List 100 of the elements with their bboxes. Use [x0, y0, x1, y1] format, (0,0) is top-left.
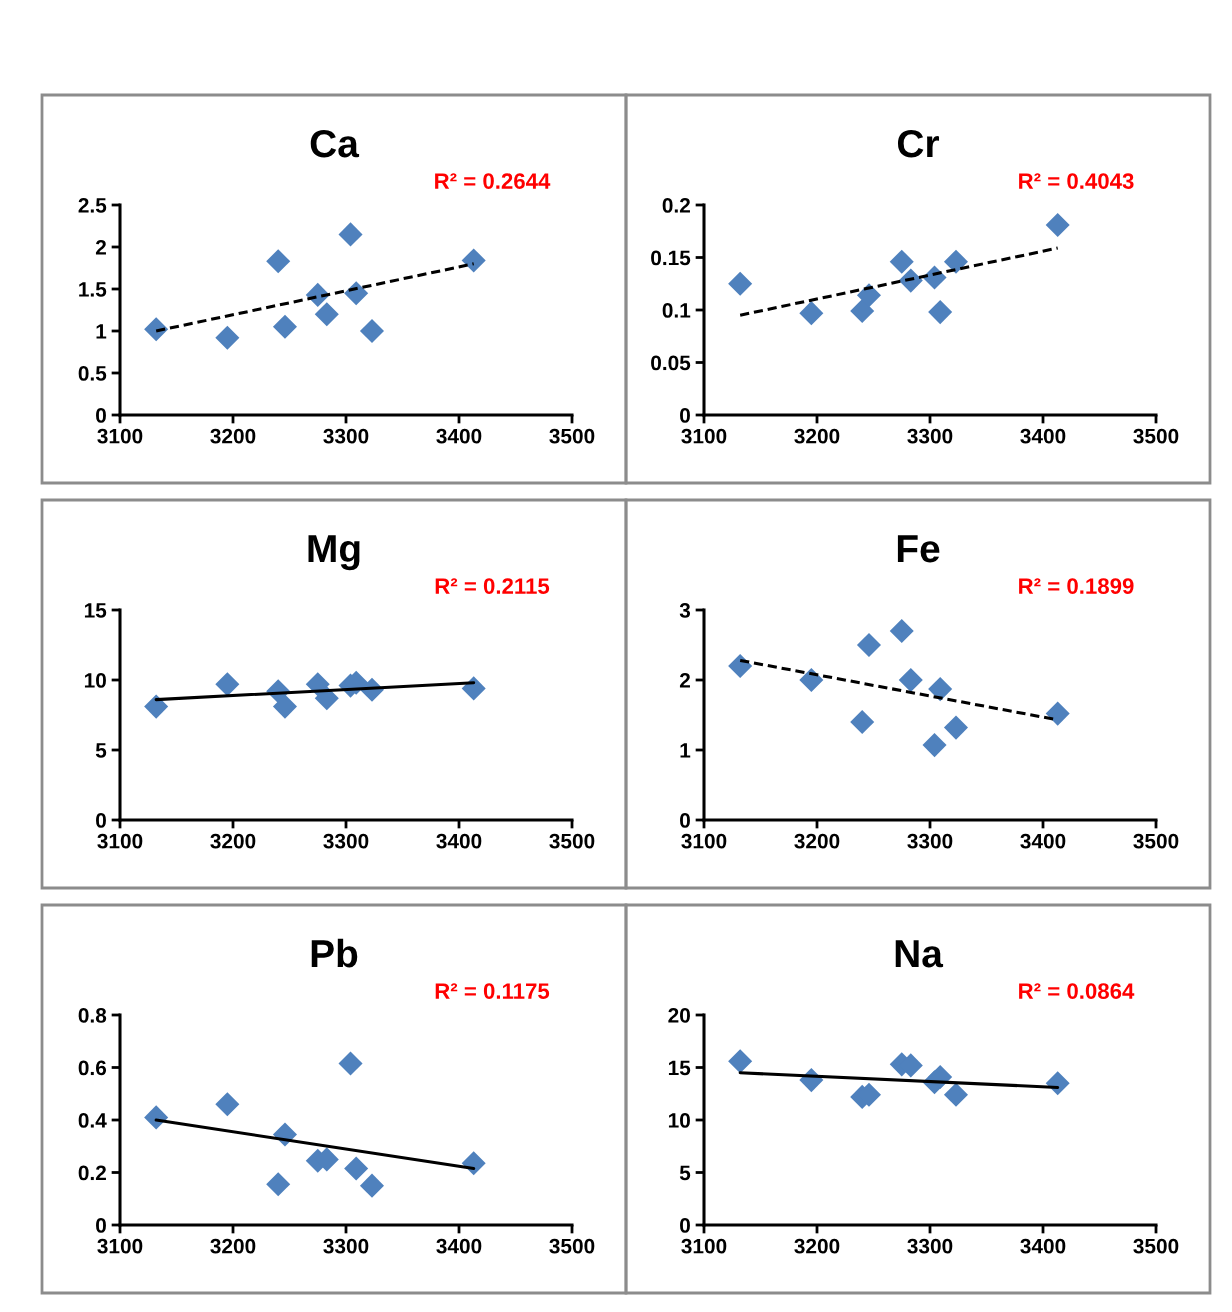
x-tick-label: 3100 — [97, 428, 143, 444]
y-tick-label: 0.5 — [78, 366, 107, 381]
y-tick-label: 0 — [680, 813, 690, 828]
point — [922, 733, 947, 758]
point — [928, 300, 953, 325]
chart-title: Mg — [308, 535, 360, 571]
x-tick-label: 3500 — [1133, 428, 1179, 444]
point — [898, 667, 923, 693]
point — [928, 677, 953, 702]
x-tick-label: 3400 — [1020, 833, 1066, 849]
point — [799, 301, 824, 326]
point — [359, 1173, 385, 1198]
x-tick-label: 3400 — [436, 833, 482, 849]
point — [266, 249, 291, 274]
x-tick-label: 3500 — [549, 833, 595, 849]
point — [215, 1092, 240, 1117]
point — [728, 653, 753, 679]
point — [338, 1051, 363, 1076]
y-tick-label: 15 — [668, 1060, 691, 1076]
point — [889, 618, 914, 644]
point — [856, 283, 882, 308]
point — [314, 686, 339, 711]
x-tick-label: 3200 — [794, 833, 840, 849]
y-tick-label: 10 — [84, 673, 106, 688]
point — [461, 1151, 486, 1176]
x-tick-label: 3400 — [436, 1238, 482, 1254]
y-tick-label: 3 — [679, 603, 691, 618]
x-tick-label: 3200 — [794, 428, 840, 444]
text: R² = 0.0864 — [1019, 983, 1135, 999]
x-tick-label: 3100 — [97, 833, 143, 849]
x-tick-label: 3500 — [1133, 833, 1179, 849]
point — [344, 1156, 369, 1181]
y-tick-label: 0 — [96, 1218, 106, 1233]
x-tick-label: 3300 — [323, 428, 369, 444]
y-tick-label: 2 — [95, 240, 106, 255]
point — [728, 271, 753, 296]
y-tick-label: 15 — [84, 603, 107, 618]
x-tick-label: 3400 — [436, 428, 482, 444]
x-tick-label: 3100 — [681, 1238, 727, 1254]
point — [144, 317, 169, 342]
point — [272, 314, 298, 339]
x-tick-label: 3300 — [323, 833, 369, 849]
point — [856, 632, 882, 658]
point — [344, 281, 369, 306]
x-tick-label: 3300 — [907, 428, 953, 444]
x-tick-label: 3200 — [210, 833, 256, 849]
x-tick-label: 3100 — [681, 428, 727, 444]
x-tick-label: 3500 — [549, 428, 595, 444]
point — [215, 325, 240, 350]
point — [272, 694, 298, 719]
point — [850, 299, 875, 324]
x-tick-label: 3100 — [97, 1238, 143, 1254]
y-tick-label: 0.05 — [651, 355, 691, 371]
chart-title: Cr — [897, 129, 940, 158]
y-tick-label: 1 — [96, 324, 107, 339]
y-tick-label: 1 — [680, 743, 691, 758]
x-tick-label: 3300 — [907, 833, 953, 849]
text: R² = 0.1175 — [435, 983, 550, 999]
x-tick-label: 3300 — [907, 1238, 953, 1254]
point — [215, 672, 240, 697]
point — [314, 302, 339, 327]
x-tick-label: 3200 — [210, 1238, 256, 1254]
chart-title: Ca — [310, 129, 360, 158]
point — [889, 249, 914, 274]
point — [359, 318, 385, 344]
y-tick-label: 0.8 — [78, 1008, 107, 1023]
point — [461, 676, 486, 701]
point — [850, 709, 875, 735]
y-tick-label: 0 — [680, 1218, 690, 1233]
point — [144, 1105, 169, 1130]
y-tick-label: 0.4 — [78, 1113, 107, 1128]
text: R² = 0.2644 — [435, 173, 551, 189]
point — [1045, 1071, 1070, 1096]
y-tick-label: 0.6 — [78, 1060, 107, 1076]
point — [943, 715, 969, 740]
chart-title: Pb — [311, 938, 358, 968]
point — [266, 1172, 291, 1197]
x-tick-label: 3200 — [794, 1238, 840, 1254]
x-tick-label: 3400 — [1020, 1238, 1066, 1254]
point — [1045, 701, 1070, 726]
y-tick-label: 10 — [668, 1113, 690, 1128]
y-tick-label: 5 — [95, 743, 107, 758]
y-tick-label: 1.5 — [79, 282, 107, 297]
text: R² = 0.1899 — [1019, 578, 1134, 594]
point — [338, 222, 363, 247]
y-tick-label: 2.5 — [78, 198, 107, 213]
y-tick-label: 5 — [679, 1165, 691, 1181]
y-tick-label: 0 — [680, 408, 690, 423]
x-tick-label: 3500 — [549, 1238, 595, 1254]
point — [943, 1082, 969, 1107]
chart-title: Fe — [897, 535, 940, 563]
chart-title: Na — [895, 940, 944, 968]
x-tick-label: 3400 — [1020, 428, 1066, 444]
x-tick-label: 3500 — [1133, 1238, 1179, 1254]
y-tick-label: 2 — [679, 673, 690, 688]
y-tick-label: 0.2 — [78, 1165, 106, 1181]
point — [799, 667, 824, 693]
point — [461, 248, 486, 273]
x-tick-label: 3100 — [681, 833, 727, 849]
y-tick-label: 0 — [96, 813, 106, 828]
